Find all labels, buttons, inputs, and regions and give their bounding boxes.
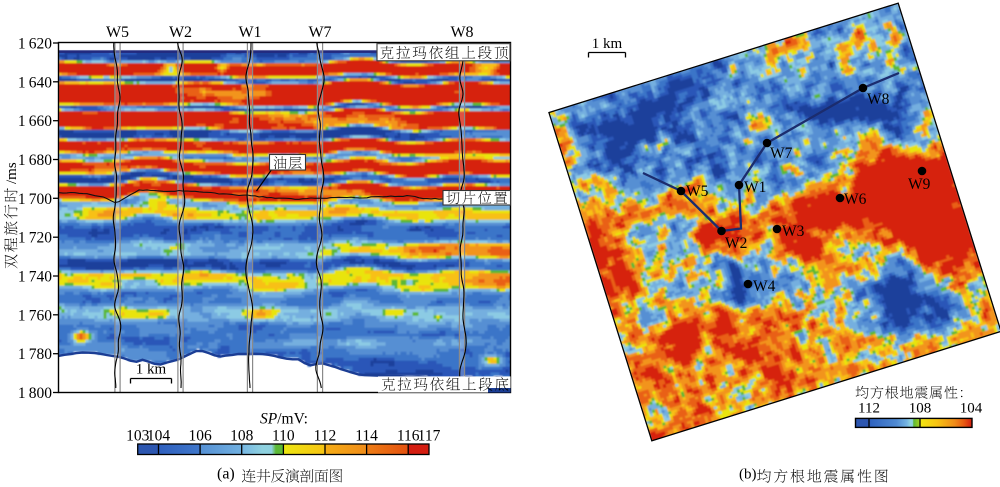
svg-text:1 760: 1 760 (18, 307, 52, 324)
svg-text:114: 114 (355, 428, 378, 445)
svg-text:1 km: 1 km (592, 36, 623, 52)
svg-text:112: 112 (858, 401, 880, 417)
svg-text:110: 110 (272, 428, 295, 445)
svg-text:1 660: 1 660 (18, 113, 52, 130)
svg-text:W3: W3 (782, 223, 805, 240)
svg-text:1 640: 1 640 (18, 74, 52, 91)
svg-text:W8: W8 (867, 91, 890, 108)
svg-text:104: 104 (960, 401, 983, 417)
svg-text:W9: W9 (908, 176, 931, 193)
svg-text:1 800: 1 800 (18, 385, 52, 402)
svg-text:/ms: /ms (4, 162, 20, 184)
svg-text:104: 104 (147, 428, 171, 445)
svg-text:SP/mV:: SP/mV: (260, 411, 308, 428)
svg-text:W1: W1 (238, 24, 261, 41)
svg-text:(b): (b) (739, 467, 757, 483)
svg-text:108: 108 (230, 428, 254, 445)
svg-text:W2: W2 (725, 235, 747, 252)
svg-text:1 km: 1 km (136, 362, 167, 378)
svg-text:W7: W7 (308, 24, 331, 41)
svg-text:(a): (a) (217, 466, 235, 483)
svg-text:W4: W4 (753, 278, 776, 295)
svg-text:103: 103 (126, 428, 150, 445)
svg-text:1 620: 1 620 (18, 36, 52, 53)
svg-text:W5: W5 (106, 24, 129, 41)
svg-text:W5: W5 (686, 183, 709, 200)
svg-text:116: 116 (397, 428, 420, 445)
svg-text:1 680: 1 680 (18, 152, 52, 169)
svg-text:1 720: 1 720 (18, 230, 52, 247)
svg-text:106: 106 (188, 428, 212, 445)
svg-text:W1: W1 (744, 179, 766, 196)
svg-text:1 700: 1 700 (18, 191, 52, 208)
svg-text:W8: W8 (450, 24, 473, 41)
svg-text:117: 117 (418, 428, 441, 445)
svg-text:W6: W6 (844, 191, 867, 208)
svg-text:W7: W7 (770, 145, 793, 162)
svg-text:1 740: 1 740 (18, 269, 52, 286)
svg-text:112: 112 (314, 428, 337, 445)
svg-text:W2: W2 (169, 24, 192, 41)
svg-text:108: 108 (909, 401, 932, 417)
svg-text:1 780: 1 780 (18, 346, 52, 363)
